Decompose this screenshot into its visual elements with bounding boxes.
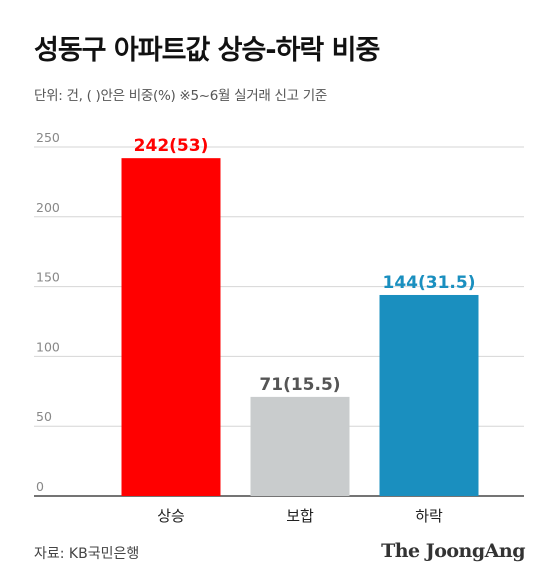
- chart-title: 성동구 아파트값 상승-하락 비중: [34, 35, 380, 66]
- x-tick-label: 하락: [415, 507, 443, 525]
- bar-3: [379, 294, 479, 496]
- y-tick-label: 50: [36, 409, 52, 424]
- y-tick-label: 250: [36, 130, 60, 145]
- publisher-logo: The JoongAng: [381, 540, 525, 562]
- y-tick-label: 200: [36, 200, 60, 215]
- data-label: 71(15.5): [259, 375, 340, 395]
- x-tick-label: 상승: [157, 507, 185, 525]
- source-note: 자료: KB국민은행: [34, 546, 140, 562]
- x-tick-label: 보합: [286, 507, 314, 525]
- bar-1: [121, 158, 221, 496]
- y-tick-label: 150: [36, 270, 60, 285]
- data-label: 242(53): [134, 136, 209, 156]
- y-tick-label: 0: [36, 479, 44, 494]
- data-label: 144(31.5): [383, 273, 476, 293]
- chart-subtitle: 단위: 건, ( )안은 비중(%) ※5~6월 실거래 신고 기준: [34, 88, 327, 104]
- bar-2: [250, 396, 350, 496]
- y-tick-label: 100: [36, 339, 60, 354]
